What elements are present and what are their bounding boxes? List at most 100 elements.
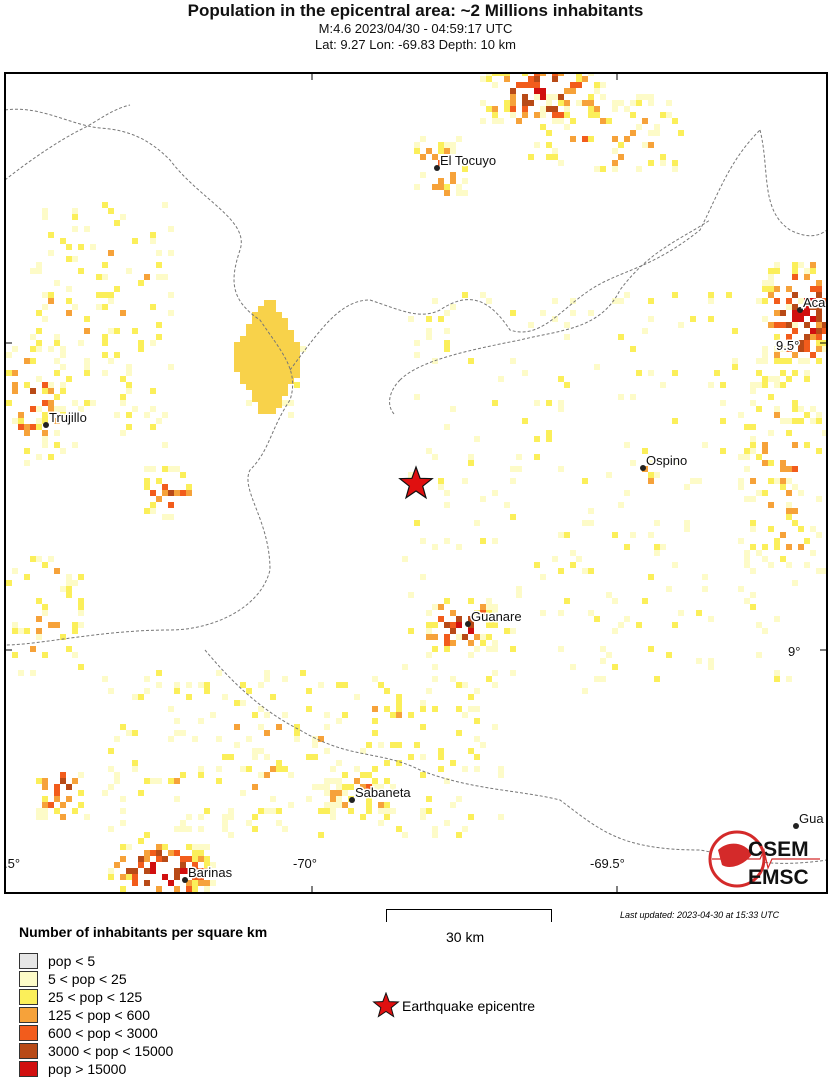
population-cell (72, 400, 78, 406)
population-cell (210, 862, 216, 868)
population-cell (330, 796, 336, 802)
population-cell (354, 694, 360, 700)
population-cell (198, 856, 204, 862)
population-cell (108, 766, 114, 772)
population-cell (804, 358, 810, 364)
population-map[interactable]: El Tocuyo Aca Trujillo Ospino Guanare Sabanet… (0, 70, 831, 900)
population-cell (282, 384, 288, 390)
population-cell (282, 390, 288, 396)
population-cell (84, 400, 90, 406)
population-cell (258, 324, 264, 330)
population-cell (804, 298, 810, 304)
population-cell (558, 466, 564, 472)
population-cell (630, 532, 636, 538)
population-cell (540, 88, 546, 94)
population-cell (480, 640, 486, 646)
population-cell (156, 334, 162, 340)
population-cell (114, 862, 120, 868)
population-cell (120, 796, 126, 802)
population-cell (432, 706, 438, 712)
population-cell (780, 556, 786, 562)
population-cell (264, 378, 270, 384)
population-cell (240, 348, 246, 354)
population-cell (156, 496, 162, 502)
population-cell (774, 334, 780, 340)
population-cell (498, 766, 504, 772)
city-marker: Trujillo (43, 409, 88, 428)
population-cell (666, 100, 672, 106)
population-cell (270, 366, 276, 372)
population-cell (18, 628, 24, 634)
population-cell (156, 856, 162, 862)
population-cell (594, 676, 600, 682)
population-cell (774, 298, 780, 304)
population-cell (450, 676, 456, 682)
population-cell (408, 712, 414, 718)
population-cell (498, 772, 504, 778)
population-cell (420, 574, 426, 580)
population-cell (258, 342, 264, 348)
population-cell (516, 82, 522, 88)
population-cell (648, 142, 654, 148)
population-cell (180, 772, 186, 778)
population-cell (624, 292, 630, 298)
population-cell (198, 826, 204, 832)
population-cell (810, 262, 816, 268)
population-cell (486, 73, 492, 76)
population-cell (264, 396, 270, 402)
population-cell (30, 670, 36, 676)
population-cell (270, 408, 276, 414)
population-cell (258, 354, 264, 360)
population-cell (42, 214, 48, 220)
population-cell (282, 766, 288, 772)
population-cell (42, 604, 48, 610)
population-cell (774, 412, 780, 418)
population-cell (594, 364, 600, 370)
population-cell (774, 286, 780, 292)
population-cell (90, 244, 96, 250)
population-cell (240, 682, 246, 688)
population-cell (132, 238, 138, 244)
population-cell (456, 832, 462, 838)
population-cell (522, 106, 528, 112)
population-cell (204, 862, 210, 868)
population-cell (114, 286, 120, 292)
legend-swatch (19, 1042, 38, 1059)
population-cell (288, 372, 294, 378)
population-cell (150, 232, 156, 238)
legend-item: 3000 < pop < 15000 (19, 1042, 173, 1059)
population-cell (540, 610, 546, 616)
population-cell (240, 366, 246, 372)
population-cell (576, 100, 582, 106)
population-cell (480, 100, 486, 106)
population-cell (612, 298, 618, 304)
population-cell (306, 754, 312, 760)
population-cell (246, 372, 252, 378)
population-cell (150, 466, 156, 472)
population-cell (48, 382, 54, 388)
population-cell (492, 724, 498, 730)
population-cell (510, 94, 516, 100)
population-cell (102, 304, 108, 310)
population-cell (276, 384, 282, 390)
population-cell (720, 448, 726, 454)
population-cell (558, 400, 564, 406)
population-cell (324, 790, 330, 796)
population-cell (240, 378, 246, 384)
population-cell (222, 694, 228, 700)
population-cell (486, 622, 492, 628)
population-cell (486, 676, 492, 682)
population-cell (792, 304, 798, 310)
population-cell (102, 370, 108, 376)
population-cell (258, 306, 264, 312)
population-cell (96, 292, 102, 298)
population-cell (474, 706, 480, 712)
population-cell (24, 358, 30, 364)
population-cell (462, 478, 468, 484)
population-cell (534, 436, 540, 442)
population-cell (588, 106, 594, 112)
population-cell (462, 634, 468, 640)
population-cell (384, 706, 390, 712)
population-cell (192, 886, 198, 892)
population-cell (282, 348, 288, 354)
